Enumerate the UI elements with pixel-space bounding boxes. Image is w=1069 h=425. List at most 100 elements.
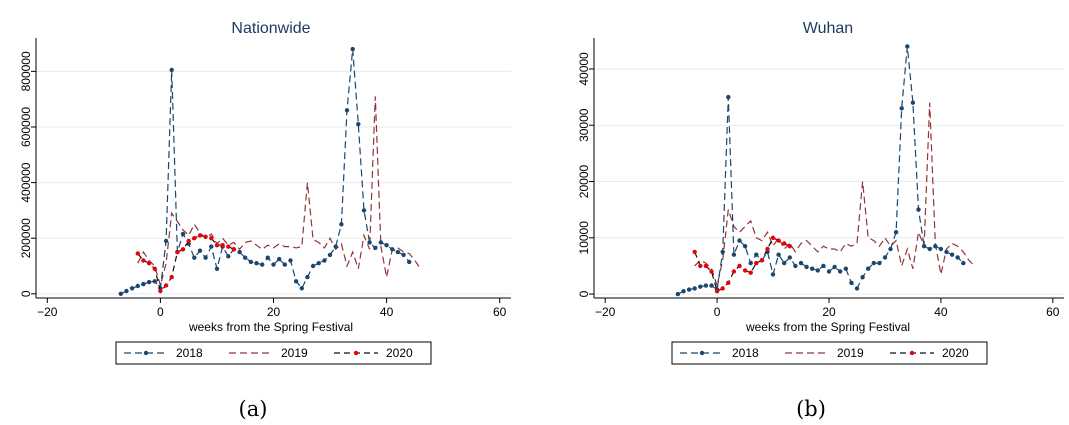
data-point <box>209 244 214 249</box>
data-point <box>826 269 832 274</box>
x-tick-label: −20 <box>595 305 616 319</box>
data-point <box>770 235 776 240</box>
data-point <box>893 230 899 235</box>
data-point <box>163 238 169 244</box>
legend-marker <box>909 350 915 356</box>
data-point <box>197 248 203 253</box>
x-tick-label: 20 <box>822 305 836 319</box>
legend-label: 2019 <box>281 346 308 360</box>
data-point <box>821 263 826 269</box>
legend: 2018 2019 2020 <box>115 341 432 365</box>
data-point <box>407 259 412 265</box>
data-point <box>124 288 129 294</box>
data-point <box>899 106 904 111</box>
data-point <box>877 260 882 266</box>
y-tick-label: 0 <box>19 290 33 297</box>
data-point <box>367 240 372 245</box>
data-point <box>692 249 697 255</box>
data-point <box>703 263 709 269</box>
data-point <box>882 255 888 260</box>
series-2018 <box>675 44 966 297</box>
legend-label: 2018 <box>732 346 759 360</box>
panel-wuhan: Wuhan weeks from the Spring Festival (b)… <box>577 20 1064 421</box>
data-point <box>169 274 174 280</box>
data-point <box>871 260 876 266</box>
data-point <box>293 279 299 284</box>
legend-item-2020: 2020 <box>890 346 969 360</box>
data-point <box>277 256 282 262</box>
data-point <box>209 236 214 241</box>
data-point <box>158 288 163 294</box>
data-point <box>356 122 361 127</box>
legend: 2018 2019 2020 <box>671 341 988 365</box>
data-point <box>129 286 135 291</box>
series-2019 <box>137 96 421 288</box>
legend-marker <box>143 350 149 356</box>
data-point <box>350 46 355 52</box>
y-tick-label: 400000 <box>19 162 33 202</box>
data-point <box>180 231 186 237</box>
data-point <box>146 279 152 285</box>
data-point <box>838 269 843 274</box>
x-tick-label: 20 <box>267 305 281 319</box>
x-tick-label: −20 <box>37 305 58 319</box>
data-point <box>910 100 916 105</box>
x-tick-label: 0 <box>714 305 721 319</box>
data-point <box>141 281 146 287</box>
data-point <box>703 283 709 288</box>
data-point <box>916 207 921 212</box>
data-point <box>782 260 787 266</box>
data-point <box>927 246 932 252</box>
data-point <box>933 244 938 249</box>
data-point <box>754 252 759 257</box>
data-point <box>955 255 960 260</box>
data-point <box>169 67 174 73</box>
series-line-2018 <box>677 46 964 295</box>
data-point <box>759 258 765 263</box>
x-axis-label: weeks from the Spring Festival <box>188 320 353 334</box>
y-tick-label: 0 <box>577 290 591 297</box>
data-point <box>860 275 865 280</box>
data-point <box>248 259 254 265</box>
data-point <box>316 261 321 266</box>
data-point <box>782 241 787 246</box>
data-point <box>720 286 725 291</box>
data-point <box>742 268 748 273</box>
data-point <box>192 255 197 260</box>
data-point <box>810 266 815 271</box>
legend-item-2020: 2020 <box>334 346 413 360</box>
y-tick-label: 30000 <box>577 108 591 142</box>
data-point <box>737 263 742 269</box>
data-point <box>921 244 927 249</box>
data-point <box>686 287 692 292</box>
legend-label: 2018 <box>176 346 203 360</box>
data-point <box>135 251 140 256</box>
data-point <box>815 268 820 273</box>
data-point <box>265 255 270 260</box>
data-point <box>243 255 248 260</box>
data-point <box>905 44 910 49</box>
data-point <box>152 279 157 284</box>
data-point <box>175 249 180 255</box>
data-point <box>322 258 327 263</box>
data-point <box>938 246 944 252</box>
data-point <box>754 260 759 266</box>
data-point <box>698 284 703 289</box>
data-point <box>299 286 304 291</box>
data-point <box>135 283 140 289</box>
data-point <box>361 208 367 213</box>
data-point <box>231 247 237 252</box>
data-point <box>849 280 854 285</box>
data-point <box>804 264 809 270</box>
data-point <box>944 249 949 255</box>
data-point <box>327 252 333 258</box>
data-point <box>141 258 146 263</box>
legend-item-2019: 2019 <box>229 346 308 360</box>
data-point <box>390 247 395 252</box>
legend-label: 2020 <box>386 346 413 360</box>
panel-caption: (b) <box>796 397 826 421</box>
data-point <box>714 289 720 294</box>
data-point <box>146 261 152 266</box>
data-point <box>726 94 731 100</box>
